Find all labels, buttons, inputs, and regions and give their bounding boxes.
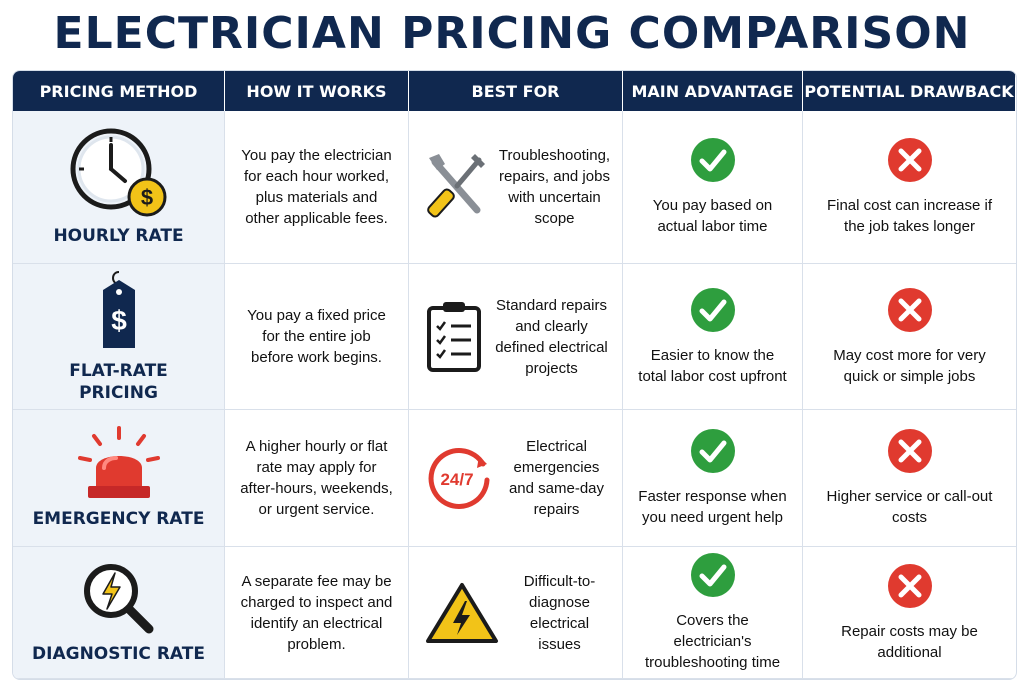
- method-name: DIAGNOSTIC RATE: [32, 643, 205, 664]
- drawback-cell: Repair costs may be additional: [803, 547, 1016, 679]
- x-icon: [887, 287, 932, 332]
- method-name: EMERGENCY RATE: [32, 509, 205, 529]
- drawback-text: Repair costs may be additional: [841, 622, 978, 661]
- check-icon: [690, 429, 735, 473]
- price-tag-icon: $: [102, 270, 135, 348]
- method-name: FLAT-RATE PRICING: [69, 360, 168, 403]
- best-cell: 24/7 Electrical emergencies and same-day…: [409, 410, 623, 547]
- x-icon: [887, 429, 932, 473]
- drawback-text: May cost more for very quick or simple j…: [833, 346, 986, 385]
- how-cell: You pay a fixed price for the entire job…: [225, 264, 409, 410]
- how-cell: A higher hourly or flat rate may apply f…: [225, 410, 409, 547]
- x-icon: [887, 138, 932, 182]
- magnifier-bolt-icon: [83, 563, 153, 633]
- method-cell-hourly: $ HOURLY RATE: [13, 111, 225, 264]
- drawback-cell: May cost more for very quick or simple j…: [803, 264, 1016, 410]
- advantage-text: Covers the electrician's troubleshooting…: [644, 612, 781, 671]
- method-cell-flat-rate: $ FLAT-RATE PRICING: [13, 264, 225, 410]
- how-cell: A separate fee may be charged to inspect…: [225, 547, 409, 679]
- best-cell: Troubleshooting, repairs, and jobs with …: [409, 111, 623, 264]
- method-name: HOURLY RATE: [53, 226, 184, 246]
- advantage-cell: Faster response when you need urgent hel…: [623, 410, 803, 547]
- warning-bolt-icon: [426, 582, 498, 643]
- best-cell: Difficult-to-diagnose electrical issues: [409, 547, 623, 679]
- advantage-cell: You pay based on actual labor time: [623, 111, 803, 264]
- advantage-text: Faster response when you need urgent hel…: [638, 488, 787, 526]
- drawback-cell: Final cost can increase if the job takes…: [803, 111, 1016, 264]
- best-text: Difficult-to-diagnose electrical issues: [523, 572, 596, 653]
- header-how-it-works: HOW IT WORKS: [225, 71, 409, 111]
- x-icon: [887, 563, 932, 608]
- svg-text:$: $: [111, 305, 127, 336]
- best-text: Troubleshooting, repairs, and jobs with …: [498, 147, 611, 227]
- header-pricing-method: PRICING METHOD: [13, 71, 225, 111]
- drawback-text: Higher service or call-out costs: [826, 488, 993, 526]
- best-text: Standard repairs and clearly defined ele…: [495, 296, 608, 377]
- clock-dollar-icon: $: [70, 128, 166, 217]
- emergency-light-icon: [77, 426, 160, 498]
- header-potential-drawback: POTENTIAL DRAWBACK: [803, 71, 1016, 111]
- 24-7-label: 24/7: [440, 470, 473, 489]
- method-cell-emergency: EMERGENCY RATE: [13, 410, 225, 547]
- how-cell: You pay the electrician for each hour wo…: [225, 111, 409, 264]
- advantage-text: Easier to know the total labor cost upfr…: [638, 346, 787, 385]
- advantage-cell: Easier to know the total labor cost upfr…: [623, 264, 803, 410]
- header-main-advantage: MAIN ADVANTAGE: [623, 71, 803, 111]
- advantage-cell: Covers the electrician's troubleshooting…: [623, 547, 803, 679]
- svg-text:$: $: [140, 185, 152, 210]
- best-text: Electrical emergencies and same-day repa…: [508, 438, 605, 518]
- checklist-icon: [427, 301, 481, 372]
- drawback-cell: Higher service or call-out costs: [803, 410, 1016, 547]
- 24-7-icon: 24/7: [428, 448, 490, 509]
- advantage-text: You pay based on actual labor time: [652, 197, 773, 235]
- method-cell-diagnostic: DIAGNOSTIC RATE: [13, 547, 225, 679]
- best-cell: Standard repairs and clearly defined ele…: [409, 264, 623, 410]
- page-title: ELECTRICIAN PRICING COMPARISON: [53, 8, 971, 59]
- tools-icon: [427, 154, 485, 218]
- check-icon: [690, 287, 735, 332]
- drawback-text: Final cost can increase if the job takes…: [826, 197, 993, 235]
- comparison-table: PRICING METHOD HOW IT WORKS BEST FOR MAI…: [12, 70, 1017, 680]
- header-best-for: BEST FOR: [409, 71, 623, 111]
- check-icon: [690, 553, 735, 597]
- check-icon: [690, 138, 735, 182]
